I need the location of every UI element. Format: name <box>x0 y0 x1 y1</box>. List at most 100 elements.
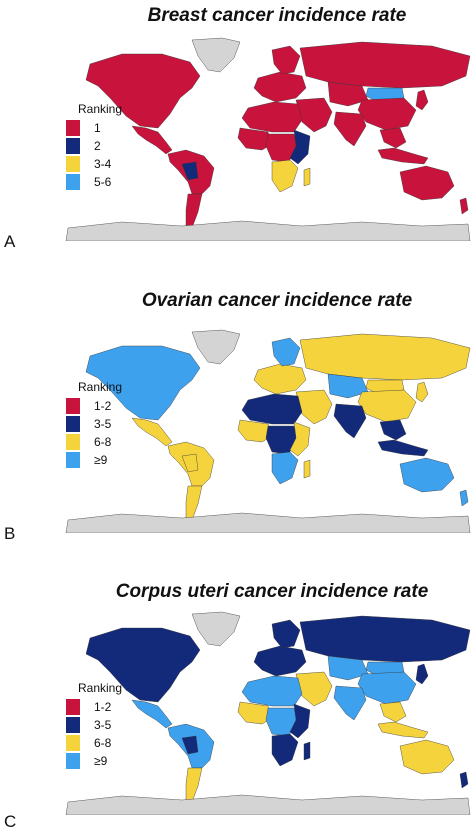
region-southern-africa <box>271 733 299 767</box>
region-middle-east <box>295 389 333 425</box>
map-legend: Ranking 1-2 3-5 6-8 ≥9 <box>66 380 122 469</box>
region-central-america <box>131 125 173 155</box>
region-china <box>357 97 417 131</box>
legend-item: 5-6 <box>66 173 122 191</box>
region-north-africa <box>241 101 303 133</box>
legend-title: Ranking <box>78 380 123 394</box>
region-new-zealand <box>459 197 469 215</box>
region-middle-east <box>295 97 333 133</box>
panel-letter: B <box>4 524 16 543</box>
region-russia <box>299 615 471 663</box>
region-east-africa <box>289 421 311 457</box>
region-indonesia <box>377 147 429 165</box>
legend-item: 3-5 <box>66 716 122 734</box>
region-madagascar <box>303 741 311 761</box>
panel-title: Ovarian cancer incidence rate <box>141 290 413 311</box>
region-new-zealand <box>459 489 469 507</box>
region-brazil-west <box>181 161 199 181</box>
legend-item: 6-8 <box>66 734 122 752</box>
panel-letter: A <box>4 232 16 251</box>
world-map <box>65 611 471 815</box>
region-greenland <box>191 611 241 647</box>
region-west-africa <box>237 701 273 725</box>
legend-title: Ranking <box>78 681 123 695</box>
region-india <box>333 111 367 147</box>
legend-label: 3-5 <box>94 718 112 732</box>
region-india <box>333 685 367 721</box>
region-north-america <box>85 53 201 129</box>
legend-item: 6-8 <box>66 433 122 451</box>
region-north-america <box>85 345 201 421</box>
panel-title: Corpus uteri cancer incidence rate <box>115 581 429 602</box>
legend-swatch <box>66 753 80 769</box>
legend-item: 3-5 <box>66 415 122 433</box>
region-central-america <box>131 417 173 447</box>
region-patagonia <box>185 485 203 521</box>
legend-swatch <box>66 434 80 450</box>
region-east-africa <box>289 703 311 739</box>
legend-swatch <box>66 156 80 172</box>
panel-letter: C <box>4 812 17 831</box>
map-legend: Ranking 1 2 3-4 5-6 <box>66 102 122 191</box>
region-scandinavia <box>271 619 301 649</box>
region-greenland <box>191 329 241 365</box>
legend-item: 3-4 <box>66 155 122 173</box>
region-europe <box>253 71 307 103</box>
legend-swatch <box>66 398 80 414</box>
region-southeast-asia <box>379 419 407 441</box>
region-antarctica <box>65 512 471 533</box>
region-madagascar <box>303 459 311 479</box>
region-indonesia <box>377 721 429 739</box>
region-north-america <box>85 627 201 703</box>
region-brazil-west <box>181 735 199 755</box>
region-brazil-west <box>181 453 199 473</box>
region-china <box>357 389 417 423</box>
legend-swatch <box>66 416 80 432</box>
region-europe <box>253 645 307 677</box>
region-east-africa <box>289 129 311 165</box>
region-japan <box>415 381 429 403</box>
region-scandinavia <box>271 337 301 367</box>
region-china <box>357 671 417 705</box>
world-map <box>65 37 471 241</box>
legend-swatch <box>66 452 80 468</box>
region-central-asia <box>327 81 369 107</box>
legend-item: 1-2 <box>66 397 122 415</box>
legend-item: 1 <box>66 119 122 137</box>
region-greenland <box>191 37 241 73</box>
legend-label: 6-8 <box>94 736 112 750</box>
panel-ovarian-cancer: Ovarian cancer incidence rate Ranking 1-… <box>0 280 474 558</box>
panel-breast-cancer: Breast cancer incidence rate Ranking 1 2… <box>0 0 474 278</box>
legend-label: 3-5 <box>94 417 112 431</box>
legend-swatch <box>66 699 80 715</box>
region-north-africa <box>241 393 303 425</box>
legend-label: ≥9 <box>94 453 108 467</box>
region-central-asia <box>327 373 369 399</box>
region-antarctica <box>65 220 471 241</box>
legend-swatch <box>66 120 80 136</box>
legend-swatch <box>66 174 80 190</box>
region-australia <box>399 739 455 775</box>
panel-corpus-uteri-cancer: Corpus uteri cancer incidence rate Ranki… <box>0 556 474 834</box>
region-russia <box>299 333 471 381</box>
region-southern-africa <box>271 159 299 193</box>
region-west-africa <box>237 127 273 151</box>
region-japan <box>415 89 429 111</box>
map-legend: Ranking 1-2 3-5 6-8 ≥9 <box>66 681 122 770</box>
legend-label: 3-4 <box>94 157 112 171</box>
region-north-africa <box>241 675 303 707</box>
legend-label: 5-6 <box>94 175 112 189</box>
legend-label: 1-2 <box>94 700 112 714</box>
region-japan <box>415 663 429 685</box>
legend-label: 1-2 <box>94 399 112 413</box>
region-new-zealand <box>459 771 469 789</box>
region-india <box>333 403 367 439</box>
legend-label: 2 <box>94 139 101 153</box>
region-antarctica <box>65 794 471 815</box>
region-central-asia <box>327 655 369 681</box>
region-madagascar <box>303 167 311 187</box>
region-central-america <box>131 699 173 729</box>
region-scandinavia <box>271 45 301 75</box>
region-australia <box>399 457 455 493</box>
legend-item: 2 <box>66 137 122 155</box>
